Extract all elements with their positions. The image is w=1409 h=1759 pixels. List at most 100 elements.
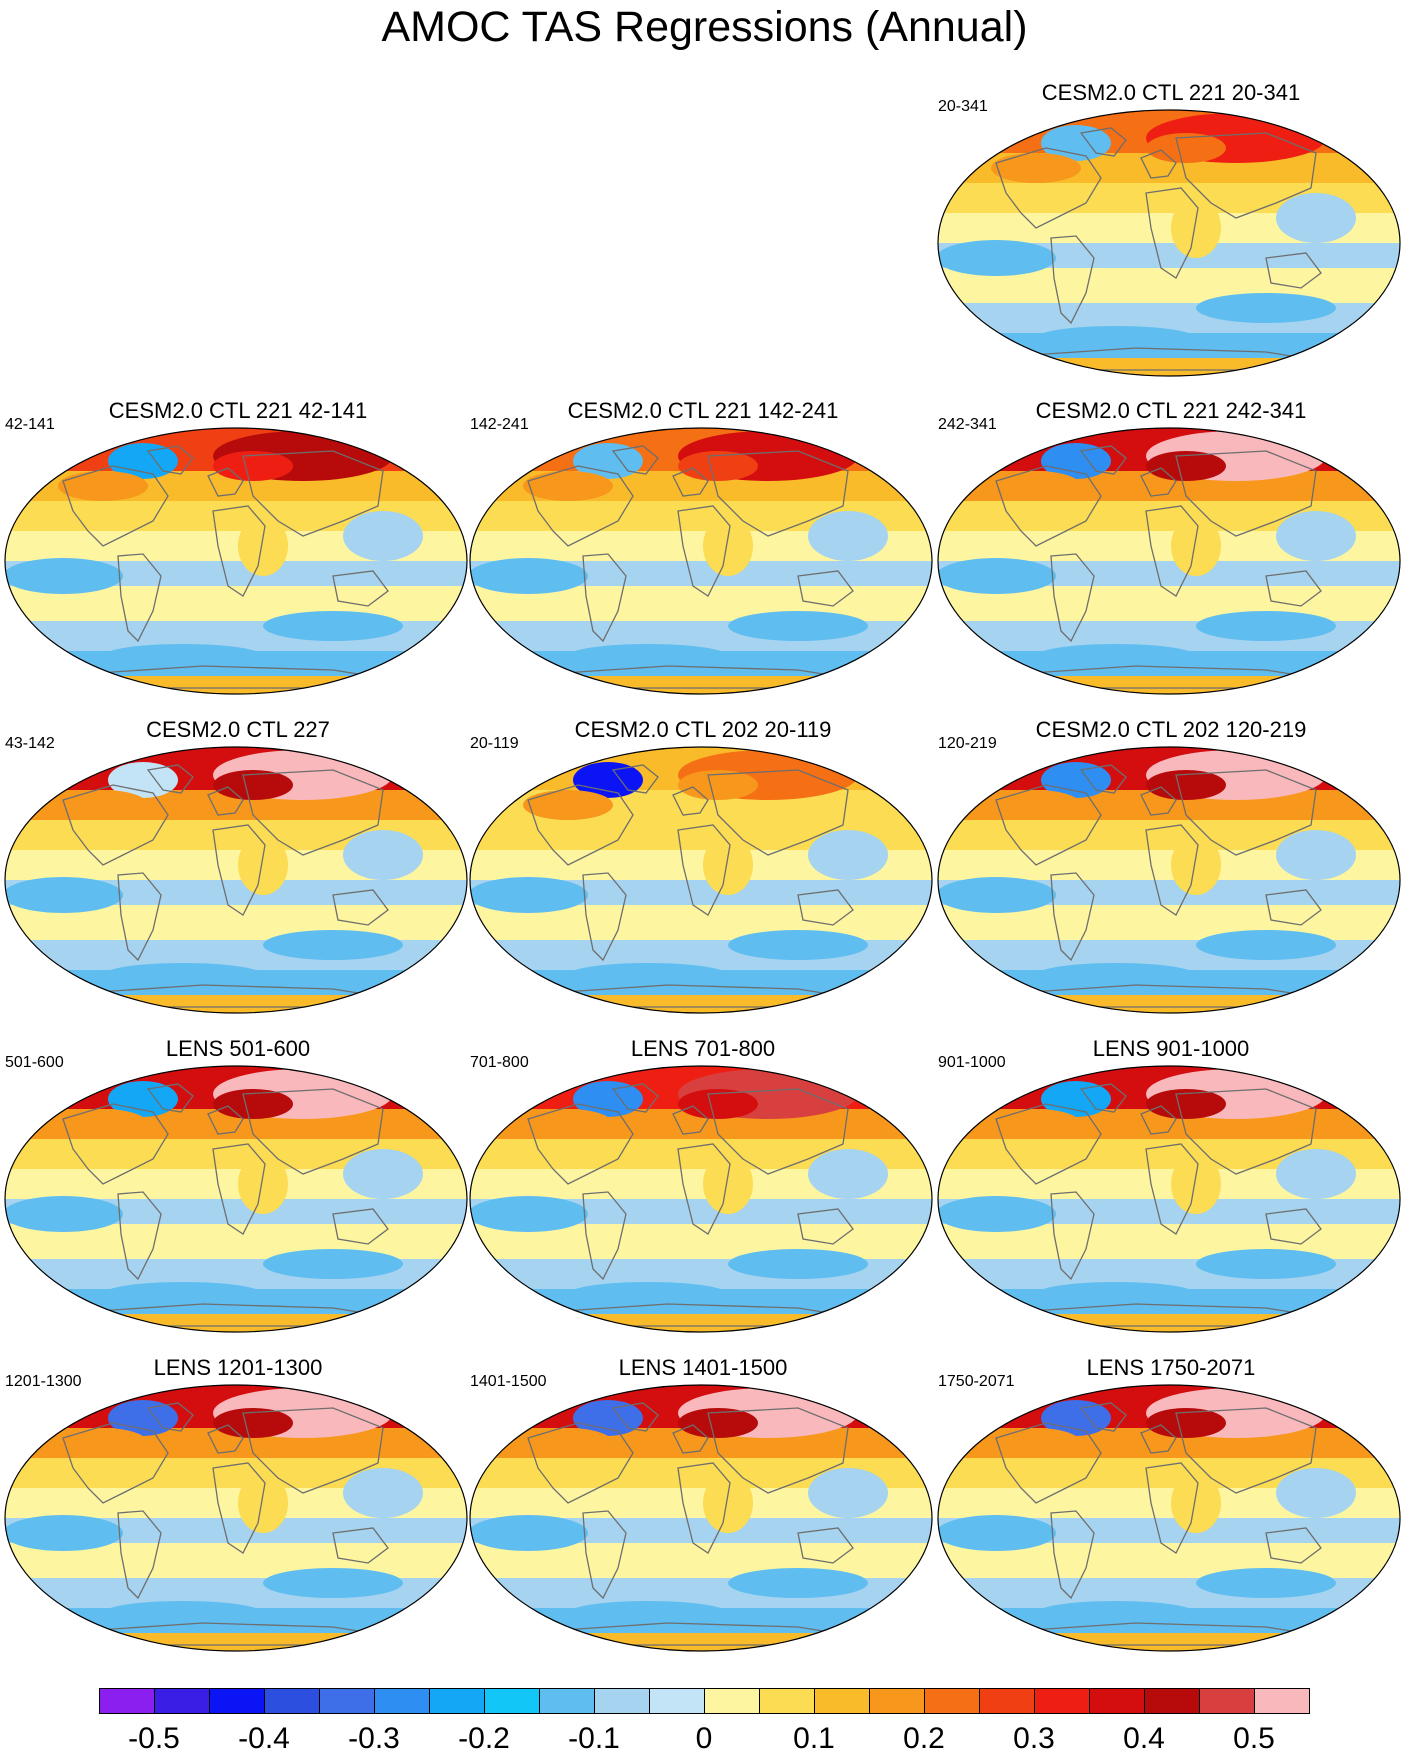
coastline <box>1140 786 1177 816</box>
coastline <box>1265 1527 1322 1564</box>
coastline <box>242 1407 384 1494</box>
coastline <box>707 1407 849 1494</box>
anomaly-region <box>1146 770 1226 800</box>
coastline <box>212 1143 266 1235</box>
anomaly-region <box>238 1154 288 1214</box>
coastline <box>1050 1510 1095 1600</box>
coastline <box>1050 553 1095 643</box>
colorbar-swatch <box>1199 1688 1255 1714</box>
coastline <box>117 1510 162 1600</box>
anomaly-region <box>1171 1154 1221 1214</box>
coastline <box>1265 1208 1322 1245</box>
coastline <box>1140 1105 1177 1135</box>
anomaly-region <box>5 877 123 913</box>
anomaly-region <box>1196 611 1336 641</box>
coastline <box>332 1527 389 1564</box>
anomaly-region <box>343 511 423 561</box>
coastline <box>1175 1088 1317 1175</box>
coastline <box>582 1191 627 1281</box>
anomaly-region <box>1036 644 1196 668</box>
colorbar-swatch <box>1254 1688 1310 1714</box>
coastline <box>1079 445 1127 475</box>
anomaly-region <box>58 1428 148 1458</box>
colorbar-swatch <box>539 1688 595 1714</box>
coastline <box>672 1424 709 1454</box>
zonal-band <box>938 676 1400 694</box>
colorbar-tick-label: 0.2 <box>903 1722 945 1755</box>
anomaly-region <box>1276 511 1356 561</box>
zonal-band <box>5 995 467 1013</box>
map-panel: LENS 1401-1500 1401-1500 <box>468 1355 938 1655</box>
anomaly-region <box>1196 1568 1336 1598</box>
anomaly-region <box>1146 1089 1226 1119</box>
anomaly-region <box>1036 1601 1196 1625</box>
coastline <box>995 784 1102 866</box>
anomaly-region <box>263 1249 403 1279</box>
zonal-band <box>5 1314 467 1332</box>
zonal-band <box>938 358 1400 376</box>
coastline <box>995 1103 1102 1185</box>
coastline <box>797 1208 854 1245</box>
map-panel: LENS 501-600 501-600 <box>3 1036 473 1336</box>
anomaly-region <box>1276 830 1356 880</box>
coastline <box>677 505 731 597</box>
anomaly-region <box>213 1089 293 1119</box>
panel-year-range: 42-141 <box>5 416 55 433</box>
map-border <box>469 1065 933 1333</box>
world-temperature-map <box>937 1384 1401 1652</box>
anomaly-region <box>1276 1149 1356 1199</box>
zonal-band <box>938 1633 1400 1651</box>
coastline <box>677 824 731 916</box>
anomaly-region <box>343 1149 423 1199</box>
coastline <box>1265 889 1322 926</box>
coastline <box>1175 132 1317 219</box>
colorbar-swatch <box>429 1688 485 1714</box>
world-temperature-map <box>4 746 468 1014</box>
colorbar-swatch <box>869 1688 925 1714</box>
zonal-band <box>938 995 1400 1013</box>
anomaly-region <box>343 830 423 880</box>
anomaly-region <box>568 963 728 987</box>
coastline <box>1175 1407 1317 1494</box>
coastline <box>672 467 709 497</box>
anomaly-region <box>568 1282 728 1306</box>
panel-year-range: 242-341 <box>938 416 997 433</box>
colorbar-swatch <box>979 1688 1035 1714</box>
coastline <box>212 505 266 597</box>
anomaly-region <box>991 153 1081 183</box>
colorbar-swatch <box>704 1688 760 1714</box>
colorbar-swatch <box>1144 1688 1200 1714</box>
coastline <box>527 465 634 547</box>
anomaly-region <box>470 1196 588 1232</box>
world-temperature-map <box>469 1065 933 1333</box>
map-border <box>937 427 1401 695</box>
coastline <box>1079 764 1127 794</box>
map-panel: LENS 1750-2071 1750-2071 <box>936 1355 1406 1655</box>
anomaly-region <box>1146 1408 1226 1438</box>
world-temperature-map <box>937 746 1401 1014</box>
anomaly-region <box>263 611 403 641</box>
colorbar-swatch <box>484 1688 540 1714</box>
anomaly-region <box>470 877 588 913</box>
coastline <box>582 1510 627 1600</box>
coastline <box>1140 467 1177 497</box>
anomaly-region <box>1146 133 1226 163</box>
panel-title: LENS 901-1000 <box>1092 1036 1250 1061</box>
panel-title: LENS 1401-1500 <box>618 1355 788 1380</box>
colorbar-tick-label: 0 <box>695 1722 713 1755</box>
coastline <box>146 1402 194 1432</box>
colorbar-swatch <box>374 1688 430 1714</box>
anomaly-region <box>938 1196 1056 1232</box>
panel-year-range: 1750-2071 <box>938 1373 1015 1390</box>
colorbar-tick-label: 0.4 <box>1123 1722 1165 1755</box>
anomaly-region <box>1146 451 1226 481</box>
map-panel: LENS 901-1000 901-1000 <box>936 1036 1406 1336</box>
anomaly-region <box>108 762 178 798</box>
anomaly-region <box>238 835 288 895</box>
anomaly-region <box>728 611 868 641</box>
map-panel: CESM2.0 CTL 202 120-219 120-219 <box>936 717 1406 1017</box>
coastline <box>1145 187 1199 279</box>
anomaly-region <box>5 558 123 594</box>
map-border <box>937 1065 1401 1333</box>
anomaly-region <box>991 471 1081 501</box>
